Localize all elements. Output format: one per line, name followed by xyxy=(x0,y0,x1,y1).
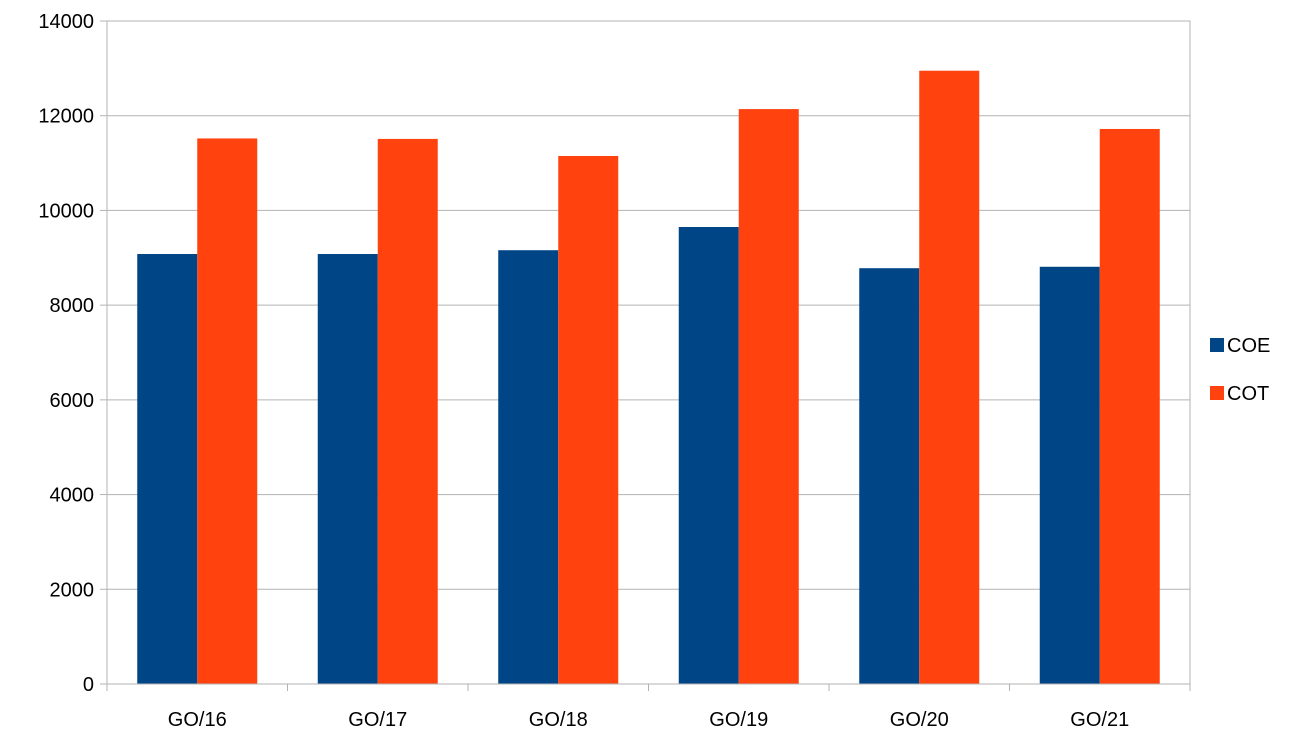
bar-coe-go-20 xyxy=(859,268,920,684)
bar-cot-go-16 xyxy=(197,138,258,685)
x-tick-label: GO/21 xyxy=(1070,709,1129,729)
y-tick-label: 8000 xyxy=(50,295,95,317)
legend-label-coe: COE xyxy=(1227,335,1270,357)
x-tick-label: GO/18 xyxy=(529,709,588,729)
legend: COE COT xyxy=(1210,335,1270,405)
bar-cot-go-20 xyxy=(919,70,980,685)
y-tick-label: 14000 xyxy=(38,11,94,33)
y-tick-label: 0 xyxy=(83,674,94,696)
x-tick-labels: GO/16 GO/17 GO/18 GO/19 GO/20 GO/21 xyxy=(168,709,1129,729)
axes xyxy=(100,20,1191,691)
x-tick-label: GO/19 xyxy=(709,709,768,729)
bar-cot-go-21 xyxy=(1099,128,1160,684)
x-tick-label: GO/16 xyxy=(168,709,227,729)
y-tick-label: 12000 xyxy=(38,106,94,128)
bar-cot-go-19 xyxy=(738,109,799,684)
y-tick-labels: 0 2000 4000 6000 8000 10000 12000 14000 xyxy=(38,11,94,696)
bars xyxy=(137,70,1160,685)
bar-coe-go-18 xyxy=(498,250,559,685)
bar-coe-go-19 xyxy=(678,227,739,684)
bar-coe-go-17 xyxy=(317,253,378,685)
legend-swatch-coe xyxy=(1210,338,1224,352)
bar-coe-go-21 xyxy=(1039,266,1100,684)
y-tick-label: 6000 xyxy=(50,390,95,412)
y-tick-label: 2000 xyxy=(50,579,95,601)
x-tick-label: GO/17 xyxy=(348,709,407,729)
bar-cot-go-18 xyxy=(558,155,619,685)
y-tick-label: 10000 xyxy=(38,200,94,222)
legend-swatch-cot xyxy=(1210,386,1224,400)
x-tick-label: GO/20 xyxy=(890,709,949,729)
gridlines xyxy=(107,20,1190,685)
y-tick-label: 4000 xyxy=(50,485,95,507)
bar-coe-go-16 xyxy=(137,253,198,685)
bar-cot-go-17 xyxy=(377,138,438,684)
legend-label-cot: COT xyxy=(1227,383,1269,405)
plot-frame xyxy=(106,20,1191,685)
